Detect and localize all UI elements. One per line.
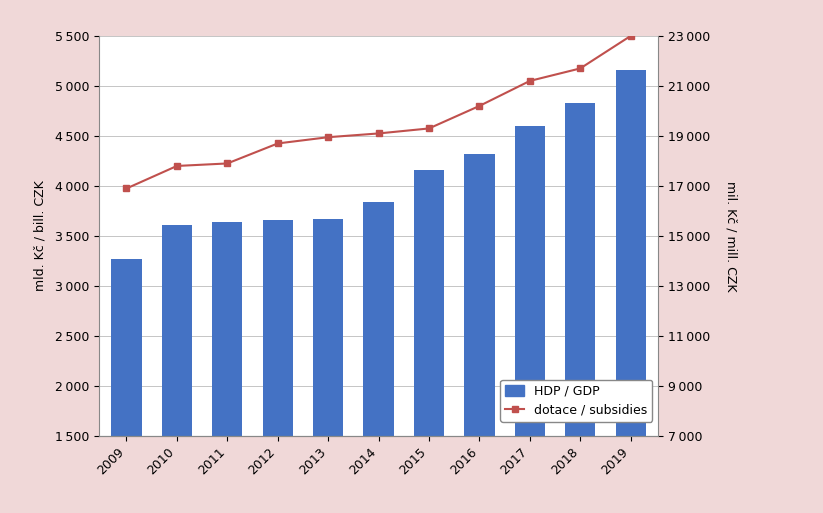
dotace / subsidies — [172, 163, 182, 169]
Bar — [414, 170, 444, 513]
dotace / subsidies — [122, 185, 132, 191]
Bar — [364, 202, 393, 513]
Bar — [616, 70, 646, 513]
Bar — [162, 225, 192, 513]
dotace / subsidies — [424, 125, 434, 131]
Bar — [313, 219, 343, 513]
dotace / subsidies — [475, 103, 485, 109]
dotace / subsidies — [323, 134, 333, 140]
dotace / subsidies — [525, 78, 535, 84]
Bar — [212, 222, 243, 513]
Bar — [464, 154, 495, 513]
Bar — [514, 126, 545, 513]
Bar — [263, 220, 293, 513]
Bar — [565, 103, 595, 513]
Line: dotace / subsidies: dotace / subsidies — [123, 33, 634, 191]
Bar — [111, 259, 142, 513]
dotace / subsidies — [222, 161, 232, 167]
Y-axis label: mld. Kč / bill. CZK: mld. Kč / bill. CZK — [33, 181, 46, 291]
dotace / subsidies — [575, 65, 585, 71]
dotace / subsidies — [272, 141, 282, 147]
dotace / subsidies — [625, 33, 635, 39]
Y-axis label: mil. Kč / mill. CZK: mil. Kč / mill. CZK — [724, 181, 737, 291]
Legend: HDP / GDP, dotace / subsidies: HDP / GDP, dotace / subsidies — [500, 380, 652, 422]
dotace / subsidies — [374, 130, 384, 136]
